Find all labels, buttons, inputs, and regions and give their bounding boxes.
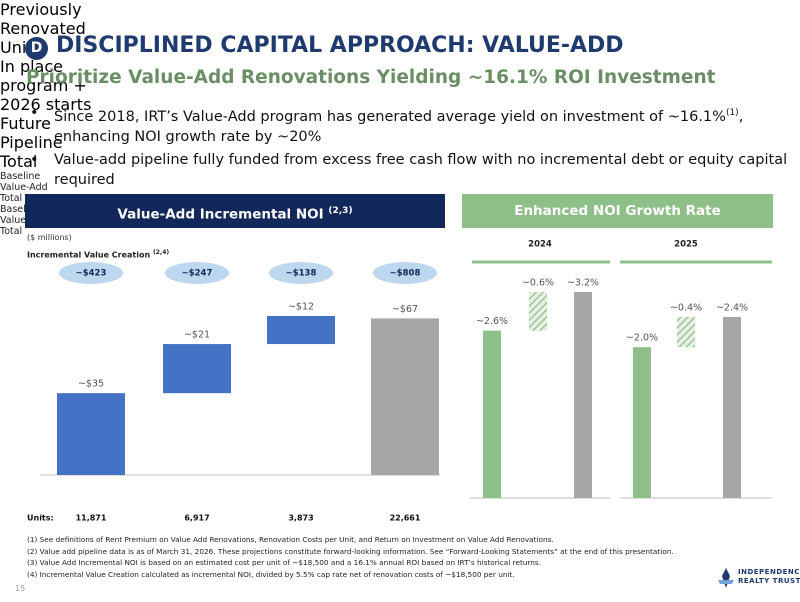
pill <box>165 262 229 284</box>
x-tick-label: Total <box>0 226 23 237</box>
bar <box>677 317 695 348</box>
bar <box>633 347 651 498</box>
x-tick-label: Value-Add <box>0 215 48 226</box>
logo: INDEPENDENCE REALTY TRUST <box>738 568 800 586</box>
x-tick-label: Total <box>0 152 38 171</box>
bar <box>371 318 439 475</box>
footnote-ref: (1) <box>725 108 739 118</box>
x-tick-label: Value-Add <box>0 182 48 193</box>
page-number: 15 <box>15 584 26 593</box>
units-value: 22,661 <box>390 514 421 523</box>
x-tick-label: Total <box>0 193 23 204</box>
value-label: ~$67 <box>392 304 418 315</box>
chart-title: 2024 <box>528 240 552 250</box>
value-label: ~$35 <box>78 379 104 390</box>
bar <box>483 330 501 498</box>
units-value: 3,873 <box>288 514 313 523</box>
charts: ~$35 ~$21 ~$12 ~$67 ~$423 ~$247 ~$138 ~$808 Unit… <box>27 240 772 523</box>
logo-text: INDEPENDENCE <box>738 568 800 576</box>
units-value: 6,917 <box>184 514 209 523</box>
footnote-ref: (2,4) <box>153 249 170 256</box>
bullet: Since 2018, IRT’s Value-Add program has … <box>30 103 794 147</box>
badge: D <box>25 37 48 60</box>
bar <box>723 317 741 498</box>
chart-subtitle: ($ millions) <box>27 233 72 242</box>
footnote-ref: (2,3) <box>328 206 353 216</box>
bullet-text: Value-add pipeline fully funded from exc… <box>54 152 788 188</box>
footnote: (1) See definitions of Rent Premium on V… <box>27 535 554 544</box>
subtitle: Prioritize Value-Add Renovations Yieldin… <box>26 67 716 88</box>
logo-text: REALTY TRUST <box>738 577 800 585</box>
chart-title: 2025 <box>674 240 698 250</box>
x-tick-label: Baseline <box>0 171 41 182</box>
value-label: ~2.4% <box>716 303 748 314</box>
annotation-text: Incremental Value Creation <box>27 250 151 260</box>
panel-title: Enhanced NOI Growth Rate <box>514 203 721 219</box>
footnote: (2) Value add pipeline data is as of Mar… <box>27 546 674 556</box>
units-label: Units: <box>27 514 54 523</box>
annotation: Incremental Value Creation (2,4) <box>27 249 169 260</box>
pill <box>373 262 437 284</box>
pill <box>59 262 123 284</box>
pill-label: ~$808 <box>390 269 421 279</box>
bar <box>267 316 335 345</box>
panel-title: Value-Add Incremental NOI <box>117 206 324 223</box>
panel-banner: Value-Add Incremental NOI (2,3) <box>25 194 445 228</box>
bar <box>163 344 231 394</box>
value-label: ~$21 <box>184 330 210 341</box>
bar <box>529 292 547 331</box>
bar <box>57 393 125 475</box>
pill-label: ~$138 <box>286 269 317 279</box>
bar <box>574 292 592 498</box>
panel-banner: Enhanced NOI Growth Rate <box>462 194 773 228</box>
logo-mark <box>718 568 734 588</box>
footnote: (3) Value Add Incremental NOI is based o… <box>27 558 542 567</box>
value-label: ~2.6% <box>476 316 508 327</box>
pill-label: ~$247 <box>182 269 213 279</box>
value-label: ~0.6% <box>522 278 554 289</box>
x-tick-label: Baseline <box>0 204 41 215</box>
title: DISCIPLINED CAPITAL APPROACH: VALUE-ADD <box>56 33 624 58</box>
pill <box>269 262 333 284</box>
units-value: 11,871 <box>76 514 107 523</box>
bullet-text: Since 2018, IRT’s Value-Add program has … <box>54 108 726 125</box>
value-label: ~3.2% <box>567 278 599 289</box>
value-label: ~$12 <box>288 302 314 313</box>
pill-label: ~$423 <box>76 269 107 279</box>
value-label: ~0.4% <box>670 303 702 314</box>
footnote: (4) Incremental Value Creation calculate… <box>27 569 515 579</box>
footnotes: (1) See definitions of Rent Premium on V… <box>27 534 674 580</box>
value-label: ~2.0% <box>626 333 658 344</box>
bullet-text: , enhancing NOI growth rate by ~20% <box>54 108 744 145</box>
bullet: Value-add pipeline fully funded from exc… <box>30 150 794 190</box>
